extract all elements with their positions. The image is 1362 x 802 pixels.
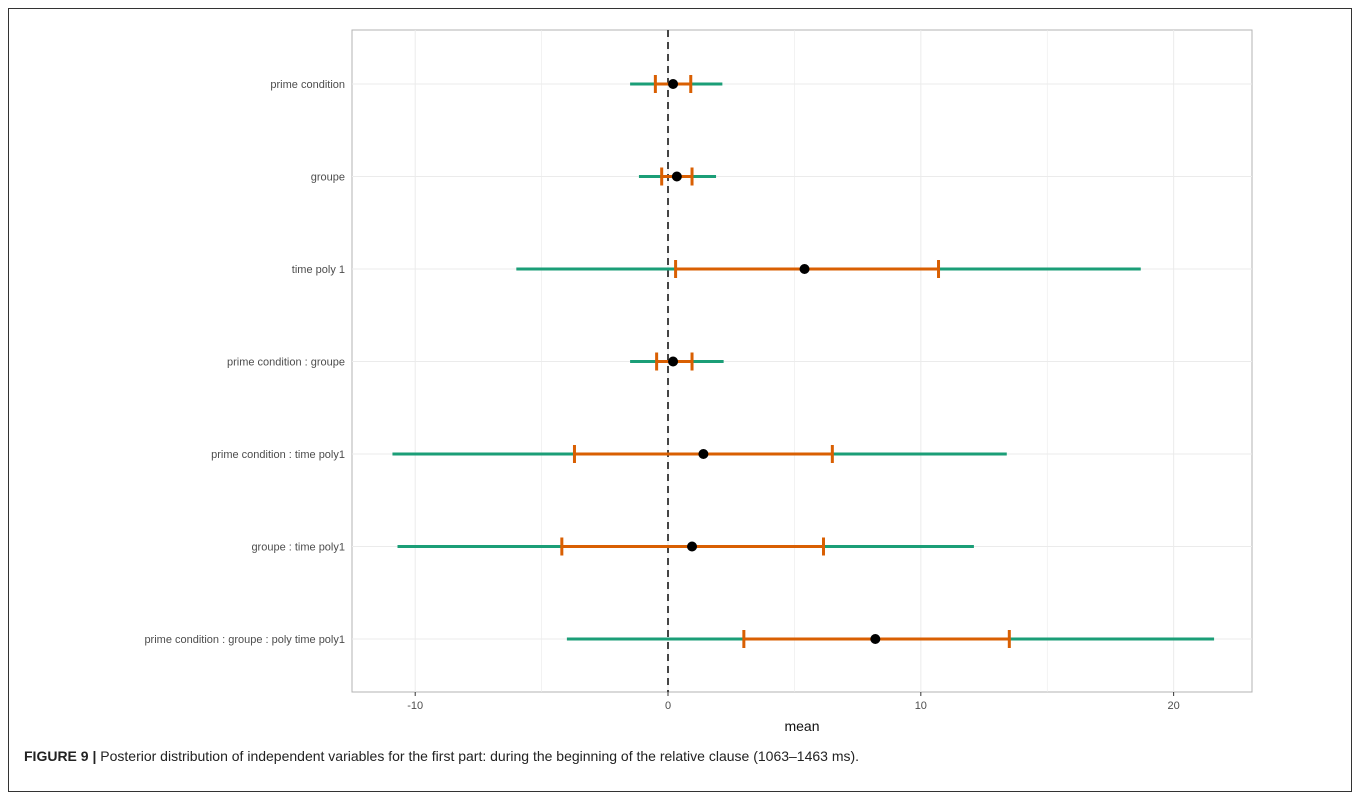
x-tick-labels: -10 0 10 20 xyxy=(407,692,1180,712)
mean-point xyxy=(870,634,881,644)
y-tick-label: prime condition : groupe : poly time pol… xyxy=(144,634,345,646)
mean-point xyxy=(671,171,682,182)
caption-label: FIGURE 9 | xyxy=(24,748,97,764)
y-tick-label: groupe : time poly1 xyxy=(251,542,345,554)
mean-points xyxy=(668,79,881,644)
mean-point xyxy=(799,264,810,274)
mean-point xyxy=(687,541,698,552)
forest-plot: prime condition groupe time poly 1 prime co… xyxy=(144,29,1253,734)
y-tick-labels: prime condition groupe time poly 1 prime co… xyxy=(144,79,345,646)
y-tick-label: prime condition : time poly1 xyxy=(211,449,345,461)
x-axis-label: mean xyxy=(784,718,819,734)
x-tick-label: 20 xyxy=(1168,700,1180,712)
caption-text: Posterior distribution of independent va… xyxy=(96,748,860,764)
x-tick-label: 10 xyxy=(915,700,927,712)
mean-point xyxy=(668,356,679,367)
y-tick-label: prime condition xyxy=(270,79,345,91)
mean-point xyxy=(698,449,709,459)
y-tick-label: time poly 1 xyxy=(292,264,345,276)
y-tick-label: prime condition : groupe xyxy=(227,357,345,369)
x-tick-label: -10 xyxy=(407,700,423,712)
x-tick-label: 0 xyxy=(665,700,671,712)
mean-point xyxy=(668,79,679,89)
figure-frame xyxy=(8,8,1352,792)
figure-caption: FIGURE 9 | Posterior distribution of ind… xyxy=(24,748,1324,764)
y-tick-label: groupe xyxy=(311,172,345,184)
